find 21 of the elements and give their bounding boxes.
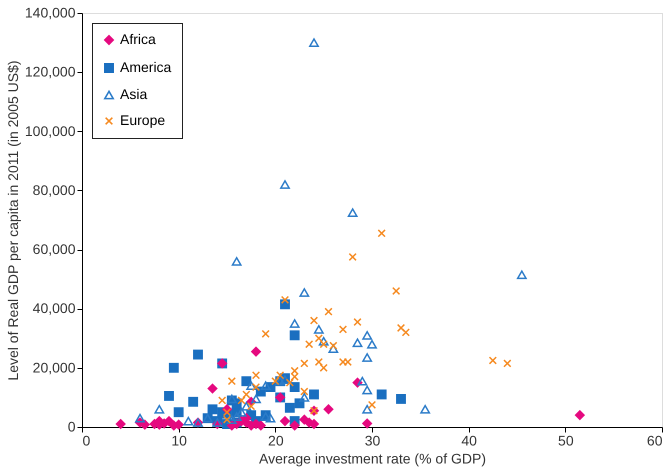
y-tick-label: 120,000 xyxy=(24,64,76,80)
y-tick-label: 80,000 xyxy=(32,182,76,198)
legend-label: Asia xyxy=(120,86,148,102)
y-tick-label: 0 xyxy=(68,418,76,434)
y-tick-label: 100,000 xyxy=(24,122,76,139)
legend-label: America xyxy=(120,59,172,75)
x-axis-title: Average investment rate (% of GDP) xyxy=(259,450,486,466)
y-tick-label: 140,000 xyxy=(24,4,76,20)
x-tick-label: 20 xyxy=(268,432,284,448)
legend-label: Africa xyxy=(120,31,156,47)
y-tick-label: 60,000 xyxy=(32,241,76,258)
legend-label: Europe xyxy=(120,112,166,128)
y-axis-title: Level of Real GDP per capita in 2011 (in 2005 US$) xyxy=(4,60,21,381)
y-tick-label: 20,000 xyxy=(32,359,76,376)
x-tick-label: 30 xyxy=(364,432,380,448)
x-tick-label: 60 xyxy=(646,432,663,448)
y-tick-label: 40,000 xyxy=(32,300,76,316)
x-tick-label: 40 xyxy=(461,432,478,448)
x-tick-label: 50 xyxy=(558,432,574,448)
x-tick-label: 0 xyxy=(82,432,90,448)
x-tick-label: 10 xyxy=(171,432,188,448)
